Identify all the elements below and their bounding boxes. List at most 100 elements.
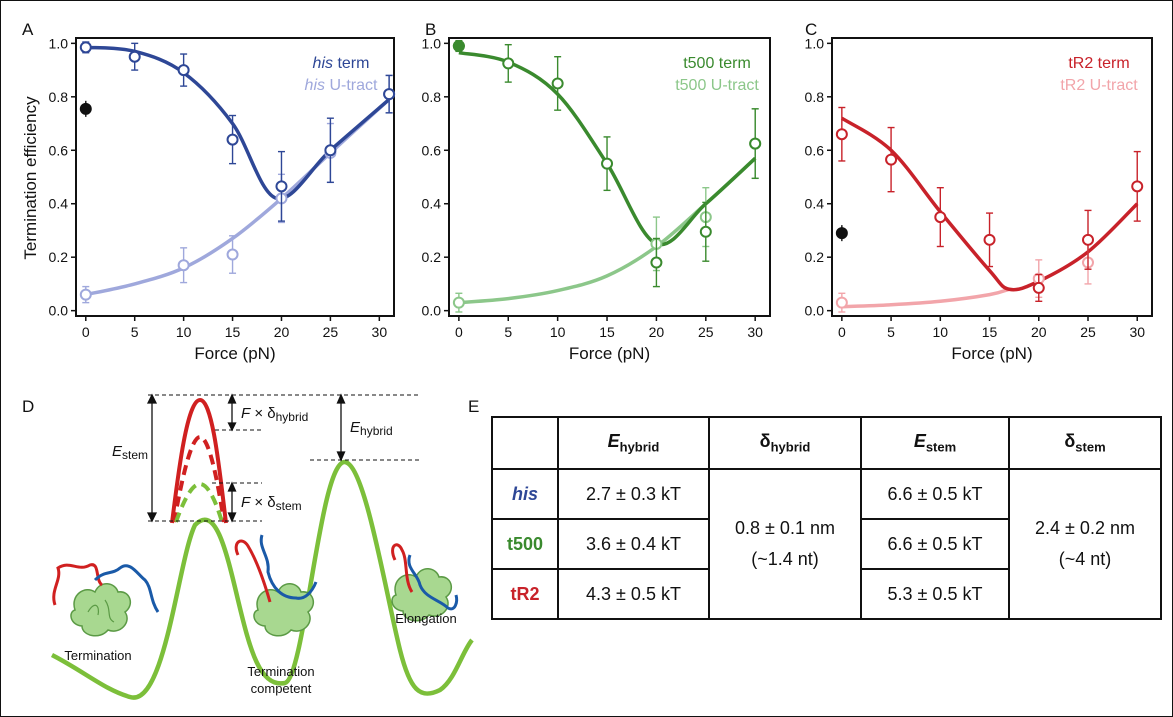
x-tick-label: 25: [323, 324, 339, 340]
y-tick-label: 0.2: [805, 249, 825, 265]
x-tick-label: 20: [274, 324, 290, 340]
x-axis-label: Force (pN): [569, 344, 650, 363]
y-tick-label: 0.0: [49, 303, 69, 319]
data-point: [1132, 181, 1142, 191]
row-name-t500: t500: [492, 519, 558, 569]
data-point: [837, 129, 847, 139]
header-e-stem: Estem: [861, 417, 1009, 469]
data-point: [276, 181, 286, 191]
data-point: [384, 89, 394, 99]
x-tick-label: 20: [1031, 324, 1047, 340]
data-point: [553, 78, 563, 88]
x-tick-label: 10: [550, 324, 566, 340]
e-stem-label: Estem: [112, 443, 148, 462]
cell-e-stem-t500: 6.6 ± 0.5 kT: [861, 519, 1009, 569]
data-point: [179, 65, 189, 75]
y-tick-label: 1.0: [422, 35, 442, 51]
panel-label-d: D: [22, 397, 34, 416]
data-point: [651, 258, 661, 268]
polymerase-elongation: [392, 545, 457, 621]
panel-label-e: E: [468, 397, 479, 416]
header-e-hybrid: Ehybrid: [558, 417, 709, 469]
termination-label: Termination: [64, 648, 131, 663]
data-point: [81, 290, 91, 300]
chart-panel-c: 0 5 10 15 20 25 30 0.0 0.2 0.4 0.6 0.8 1.0 Force (pN)…: [805, 35, 1152, 363]
x-axis-label: Force (pN): [194, 344, 275, 363]
data-point: [701, 227, 711, 237]
y-tick-label: 0.4: [49, 196, 69, 212]
chart-panel-b: 0 5 10 15 20 25 30 0.0 0.2 0.4 0.6 0.8 1.0 Force (pN)…: [422, 35, 770, 363]
y-tick-label: 0.6: [49, 142, 69, 158]
polymerase-competent: [236, 535, 316, 636]
data-point: [179, 260, 189, 270]
cell-delta-hybrid: 0.8 ± 0.1 nm (~1.4 nt): [709, 469, 861, 619]
legend-entry: tR2 term: [1068, 55, 1129, 72]
cell-e-stem-his: 6.6 ± 0.5 kT: [861, 469, 1009, 519]
data-point: [602, 159, 612, 169]
data-point: [81, 42, 91, 52]
cell-e-hybrid-tr2: 4.3 ± 0.5 kT: [558, 569, 709, 619]
data-point: [130, 52, 140, 62]
chart-panel-a: 0 5 10 15 20 25 30 0.0 0.2 0.4 0.6 0.8 1.0 Force (pN)…: [49, 35, 395, 363]
x-tick-label: 0: [82, 324, 90, 340]
x-tick-label: 15: [599, 324, 615, 340]
y-tick-label: 0.2: [49, 249, 69, 265]
y-tick-label: 0.0: [805, 303, 825, 319]
row-name-his: his: [492, 469, 558, 519]
competent-label-line2: competent: [251, 681, 312, 696]
panel-label-a: A: [22, 20, 34, 39]
data-point: [837, 298, 847, 308]
y-tick-label: 0.2: [422, 249, 442, 265]
f-delta-stem-label: F × δstem: [241, 494, 302, 513]
y-tick-label: 1.0: [49, 35, 69, 51]
y-tick-label: 0.4: [422, 196, 442, 212]
cell-e-hybrid-t500: 3.6 ± 0.4 kT: [558, 519, 709, 569]
x-tick-label: 30: [747, 324, 763, 340]
x-axis-label: Force (pN): [951, 344, 1032, 363]
hybrid-barrier-solid: [172, 400, 226, 523]
data-point: [325, 145, 335, 155]
fit-curve: [842, 289, 1009, 306]
header-delta-hybrid: δhybrid: [709, 417, 861, 469]
e-hybrid-label: Ehybrid: [350, 419, 393, 438]
header-empty: [492, 417, 558, 469]
x-tick-label: 30: [372, 324, 388, 340]
legend-entry: his term: [313, 55, 370, 72]
x-tick-label: 10: [176, 324, 192, 340]
data-point: [886, 155, 896, 165]
competent-label-line1: Termination: [247, 664, 314, 679]
table-header-row: Ehybrid δhybrid Estem δstem: [492, 417, 1161, 469]
table-row: his 2.7 ± 0.3 kT 0.8 ± 0.1 nm (~1.4 nt) 6…: [492, 469, 1161, 519]
f-delta-hybrid-label: F × δhybrid: [241, 405, 308, 424]
parameters-table: Ehybrid δhybrid Estem δstem his 2.7 ± 0.…: [491, 416, 1162, 620]
y-tick-label: 0.8: [422, 89, 442, 105]
x-tick-label: 5: [504, 324, 512, 340]
data-point: [454, 298, 464, 308]
elongation-label: Elongation: [395, 611, 456, 626]
x-tick-label: 0: [838, 324, 846, 340]
data-point: [1034, 283, 1044, 293]
data-point: [750, 139, 760, 149]
legend-entry: tR2 U-tract: [1060, 77, 1138, 94]
header-delta-stem: δstem: [1009, 417, 1161, 469]
row-name-tr2: tR2: [492, 569, 558, 619]
x-tick-label: 25: [698, 324, 714, 340]
x-tick-label: 5: [887, 324, 895, 340]
y-axis-label: Termination efficiency: [21, 96, 40, 260]
y-tick-label: 0.4: [805, 196, 825, 212]
filled-data-point: [453, 41, 464, 52]
y-tick-label: 0.6: [805, 142, 825, 158]
x-tick-label: 30: [1129, 324, 1145, 340]
x-tick-label: 25: [1080, 324, 1096, 340]
data-point: [1083, 235, 1093, 245]
cell-e-hybrid-his: 2.7 ± 0.3 kT: [558, 469, 709, 519]
x-tick-label: 10: [933, 324, 949, 340]
y-tick-label: 1.0: [805, 35, 825, 51]
y-tick-label: 0.8: [49, 89, 69, 105]
filled-data-point: [836, 228, 847, 239]
data-point: [985, 235, 995, 245]
data-point: [503, 58, 513, 68]
polymerase-termination: [54, 565, 158, 636]
data-point: [228, 250, 238, 260]
